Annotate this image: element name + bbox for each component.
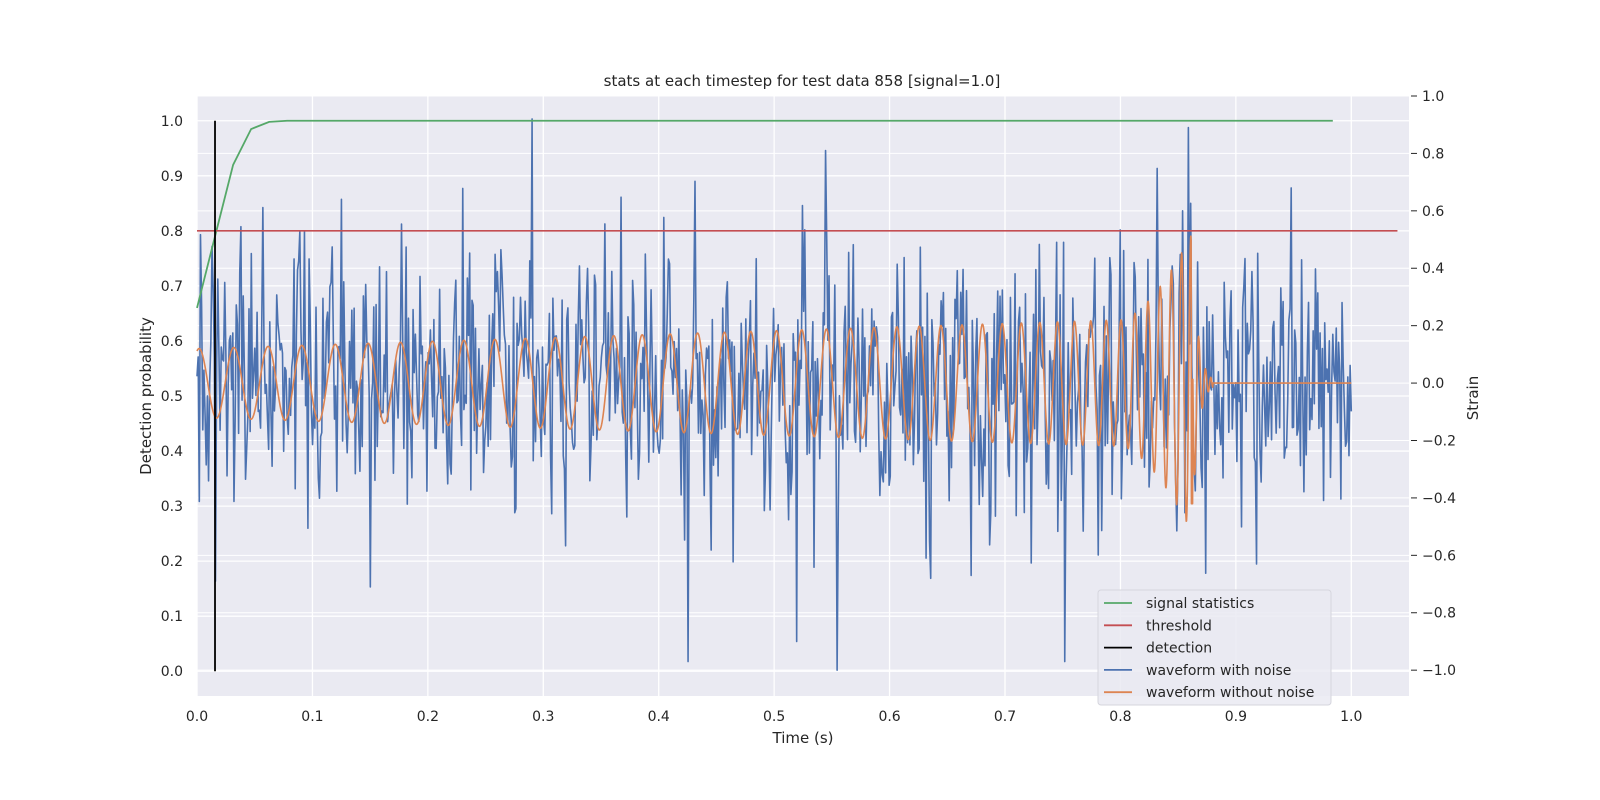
y2-axis-label: Strain [1464,376,1482,420]
x-tick-label: 0.2 [417,709,439,725]
x-axis-label: Time (s) [772,729,834,747]
y-tick-label: 0.5 [161,389,183,405]
legend-entry: waveform without noise [1146,685,1314,701]
x-tick-label: 0.8 [1109,709,1131,725]
y2-tick-label: −0.2 [1422,433,1456,449]
legend-entry: threshold [1146,618,1212,634]
y2-tick-label: 1.0 [1422,89,1444,105]
chart-title: stats at each timestep for test data 858… [604,72,1001,90]
y-tick-label: 0.6 [161,334,183,350]
x-tick-label: 0.6 [878,709,900,725]
y2-tick-label: −1.0 [1422,663,1456,679]
y2-tick-label: 0.2 [1422,319,1444,335]
y-tick-label: 0.8 [161,224,183,240]
x-axis: 0.0 0.1 0.2 0.3 0.4 0.5 0.6 0.7 0.8 0.9 1.0 [186,709,1363,725]
y2-tick-label: 0.6 [1422,204,1444,220]
y-tick-label: 0.9 [161,169,183,185]
y-tick-label: 0.0 [161,664,183,680]
x-tick-label: 0.7 [994,709,1016,725]
y2-tick-label: 0.0 [1422,376,1444,392]
legend-entry: signal statistics [1146,596,1254,612]
x-tick-label: 0.1 [301,709,323,725]
y2-tick-label: −0.8 [1422,606,1456,622]
y-axis-left: 0.0 0.1 0.2 0.3 0.4 0.5 0.6 0.7 0.8 0.9 1.0 [161,114,183,680]
y-tick-label: 0.1 [161,609,183,625]
legend-box [1097,589,1332,706]
y-tick-label: 0.3 [161,499,183,515]
y-axis-right: −1.0 −0.8 −0.6 −0.4 −0.2 0.0 0.2 0.4 0.6 0.8 1.0 [1411,89,1456,679]
legend-entry: waveform with noise [1146,663,1291,679]
x-tick-label: 1.0 [1340,709,1362,725]
series-signal-statistics [196,119,1333,309]
legend: signal statistics threshold detection wavef… [1097,589,1332,706]
x-tick-label: 0.5 [763,709,785,725]
y-tick-label: 0.7 [161,279,183,295]
y2-tick-label: −0.4 [1422,491,1456,507]
y-tick-label: 0.2 [161,554,183,570]
x-tick-label: 0.3 [532,709,554,725]
legend-entry: detection [1146,641,1212,657]
y2-tick-label: 0.4 [1422,261,1444,277]
x-tick-label: 0.9 [1225,709,1247,725]
x-tick-label: 0.0 [186,709,208,725]
y-axis-label: Detection probability [137,317,155,475]
series-waveform-without-noise [196,235,1352,522]
y2-tick-label: −0.6 [1422,548,1456,564]
y2-tick-label: 0.8 [1422,146,1444,162]
series-layer [196,118,1398,672]
y-tick-label: 1.0 [161,114,183,130]
y-tick-label: 0.4 [161,444,183,460]
x-tick-label: 0.4 [648,709,670,725]
